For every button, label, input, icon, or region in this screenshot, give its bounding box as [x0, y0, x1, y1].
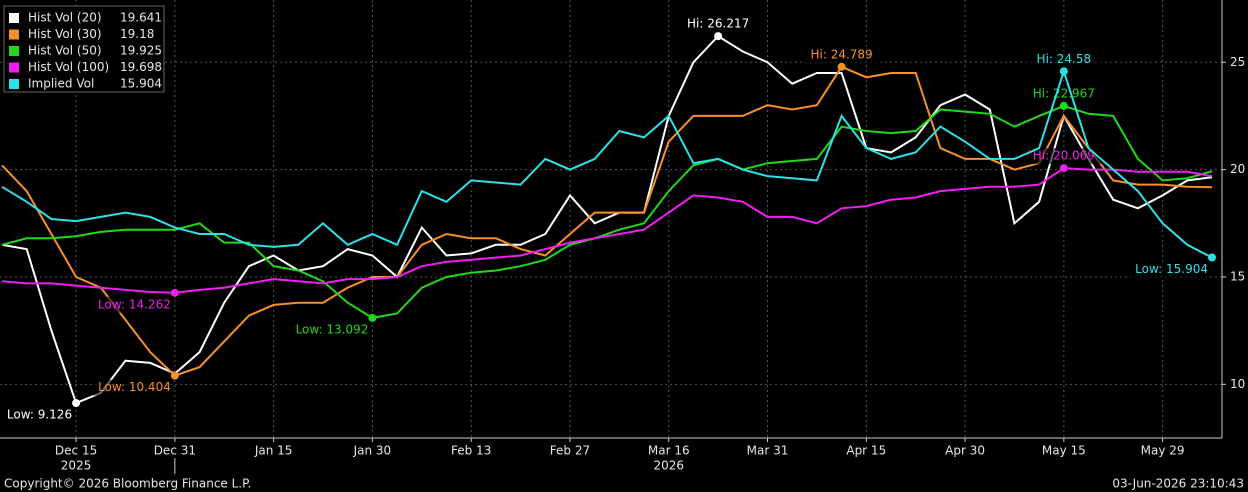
- series-line: [1, 68, 1213, 259]
- timestamp: 03-Jun-2026 23:10:43: [1112, 477, 1244, 491]
- legend-swatch: [9, 46, 19, 56]
- x-tick-label: Jan 30: [353, 444, 392, 458]
- legend-swatch: [9, 13, 19, 23]
- annotation: Hi: 26.217: [687, 17, 749, 31]
- annotation-bg: [1025, 51, 1104, 68]
- annotation: Hi: 24.58: [1037, 52, 1092, 66]
- annotation-bg: [803, 46, 882, 63]
- legend-name: Hist Vol (30): [28, 27, 102, 41]
- x-tick-label: Apr 15: [846, 444, 886, 458]
- annotation-bg: [290, 321, 369, 338]
- annotation: Low: 15.904: [1135, 262, 1208, 276]
- extreme-marker: [837, 62, 846, 71]
- x-tick-label: Mar 31: [747, 444, 789, 458]
- x-tick-label: Feb 13: [451, 444, 491, 458]
- series-line: [1, 167, 1213, 294]
- annotation-bg: [0, 407, 73, 424]
- x-tick-label: Apr 30: [945, 444, 985, 458]
- legend-swatch: [9, 79, 19, 89]
- extreme-marker: [1059, 164, 1068, 173]
- legend-swatch: [9, 62, 19, 73]
- annotation-bg: [1130, 261, 1208, 278]
- legend-value: 19.698: [120, 60, 162, 74]
- series-line: [1, 65, 1213, 377]
- x-tick-label: Mar 16: [648, 444, 690, 458]
- annotation: Low: 13.092: [296, 322, 369, 336]
- annotation-bg: [92, 379, 171, 396]
- annotation-bg: [1025, 85, 1104, 102]
- legend-swatch: [9, 29, 19, 40]
- legend-name: Implied Vol: [28, 77, 94, 91]
- extreme-marker: [1059, 101, 1068, 110]
- x-tick-label: May 15: [1042, 444, 1086, 458]
- x-tick-label: May 29: [1141, 444, 1185, 458]
- y-tick-label: 15: [1230, 269, 1245, 283]
- annotation: Hi: 22.967: [1033, 86, 1095, 100]
- extreme-marker: [714, 32, 723, 41]
- x-tick-label: Dec 15: [55, 444, 97, 458]
- legend-value: 19.18: [120, 27, 154, 41]
- legend-value: 19.641: [120, 11, 162, 25]
- year-label: 2026: [653, 459, 684, 473]
- extreme-marker: [72, 399, 81, 408]
- annotation: Hi: 24.789: [810, 47, 872, 61]
- copyright: Copyright© 2026 Bloomberg Finance L.P.: [4, 477, 251, 491]
- legend-name: Hist Vol (100): [28, 60, 109, 74]
- extreme-marker: [368, 313, 377, 322]
- x-tick-label: Feb 27: [550, 444, 590, 458]
- legend-name: Hist Vol (50): [28, 44, 102, 58]
- y-tick-label: 10: [1230, 377, 1245, 391]
- annotation: Low: 14.262: [98, 297, 171, 311]
- annotation-bg: [1025, 148, 1104, 165]
- annotation-bg: [92, 296, 171, 313]
- y-tick-label: 25: [1230, 55, 1245, 69]
- extreme-marker: [170, 288, 179, 297]
- legend-box: [3, 5, 165, 93]
- extreme-marker: [1059, 67, 1068, 76]
- annotation: Low: 9.126: [7, 408, 72, 422]
- extreme-marker: [170, 371, 179, 380]
- y-tick-label: 20: [1230, 162, 1245, 176]
- x-tick-label: Jan 15: [254, 444, 293, 458]
- annotation-bg: [680, 16, 759, 33]
- series-line: [1, 34, 1213, 405]
- annotation: Low: 10.404: [98, 380, 171, 394]
- extreme-marker: [1208, 253, 1216, 262]
- year-label: 2025: [61, 459, 92, 473]
- legend-value: 15.904: [120, 77, 162, 91]
- annotation: Hi: 20.069: [1033, 149, 1095, 163]
- series-line: [1, 104, 1213, 319]
- x-tick-label: Dec 31: [154, 444, 196, 458]
- legend-value: 19.925: [120, 44, 162, 58]
- legend-name: Hist Vol (20): [28, 11, 102, 25]
